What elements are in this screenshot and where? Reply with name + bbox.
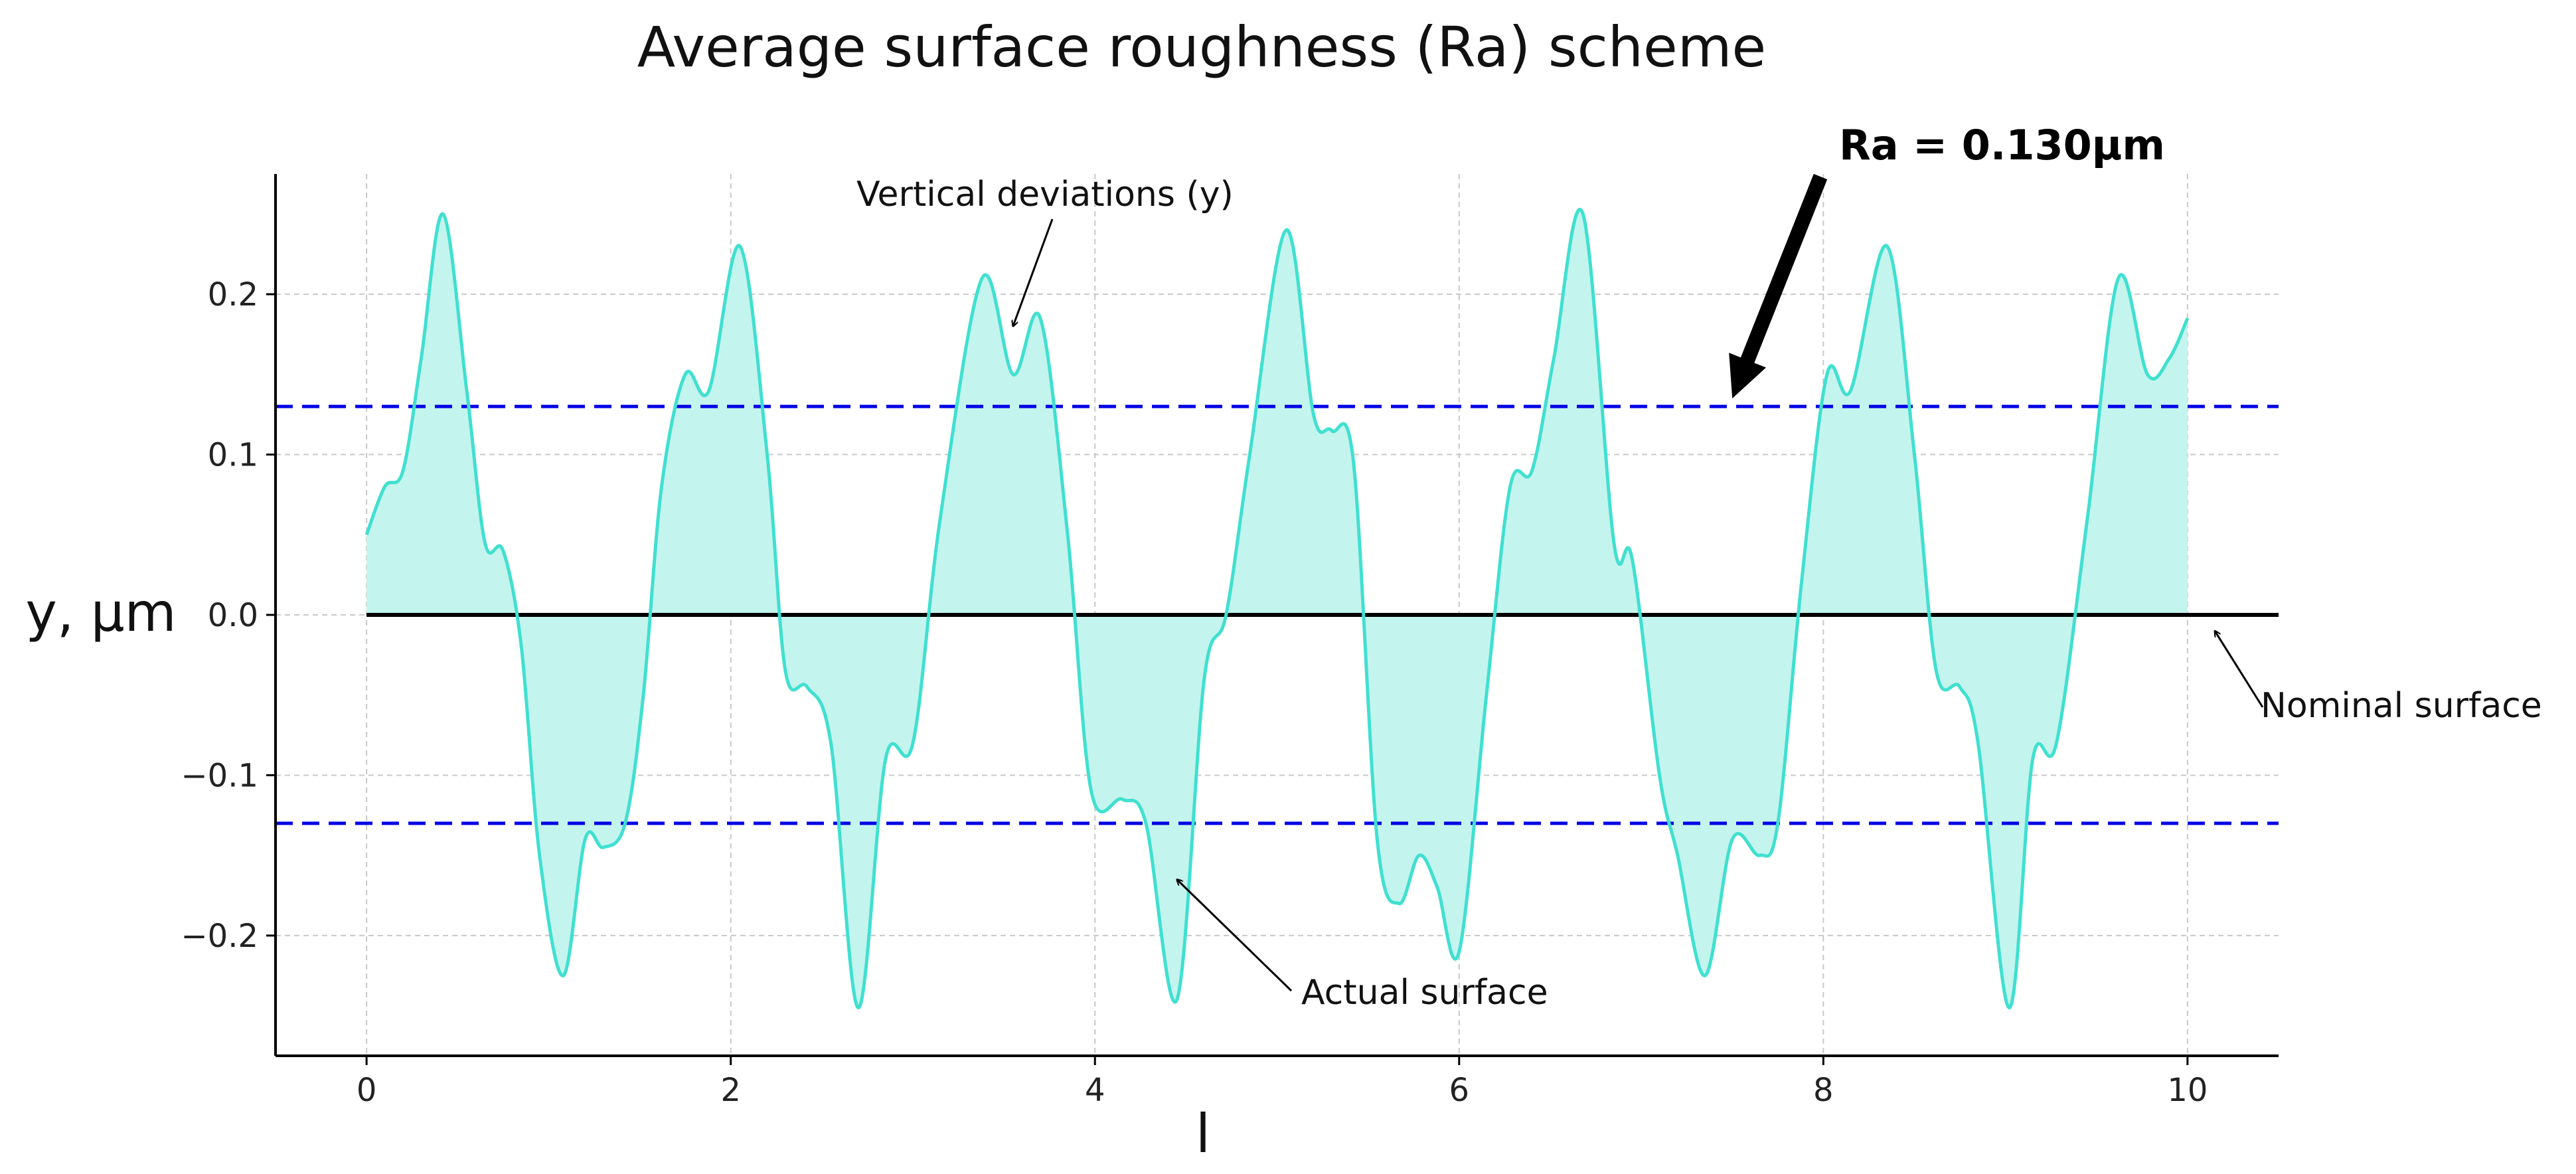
y-tick-label: 0.0 [208, 597, 258, 634]
ra-arrow [1729, 173, 1828, 398]
deviation-area [366, 209, 2188, 1008]
x-tick-label: 2 [720, 1072, 741, 1109]
x-tick-label: 0 [357, 1072, 377, 1109]
x-tick-label: 10 [2167, 1072, 2208, 1109]
x-tick-label: 6 [1449, 1072, 1469, 1109]
actual-surface-label: Actual surface [1301, 973, 1548, 1013]
y-tick-label: 0.1 [208, 437, 258, 474]
nominal-surface-label: Nominal surface [2261, 686, 2542, 726]
vertical-deviations-arrow [1013, 218, 1054, 326]
reference-lines [276, 404, 2279, 825]
nominal-surface-arrow [2215, 631, 2264, 708]
x-axis-label: l [1196, 1103, 1210, 1165]
chart-title: Average surface roughness (Ra) scheme [637, 15, 1766, 80]
area-fill-group [366, 209, 2188, 1008]
x-tick-label: 8 [1813, 1072, 1834, 1109]
vertical-deviations-label: Vertical deviations (y) [856, 175, 1234, 214]
y-tick-label: −0.2 [181, 918, 258, 955]
y-axis-label: y, μm [25, 582, 176, 643]
actual-surface-line [364, 208, 2190, 1010]
actual-surface-curve-group [364, 208, 2190, 1010]
y-tick-label: −0.1 [181, 757, 258, 794]
actual-surface-arrow [1177, 879, 1293, 992]
ticks: 0 2 4 6 8 10 0.2 0.1 0.0 −0.1 −0.2 [181, 276, 2208, 1109]
x-tick-label: 4 [1085, 1072, 1105, 1109]
ra-value-label: Ra = 0.130μm [1839, 121, 2165, 169]
y-tick-label: 0.2 [208, 276, 258, 313]
